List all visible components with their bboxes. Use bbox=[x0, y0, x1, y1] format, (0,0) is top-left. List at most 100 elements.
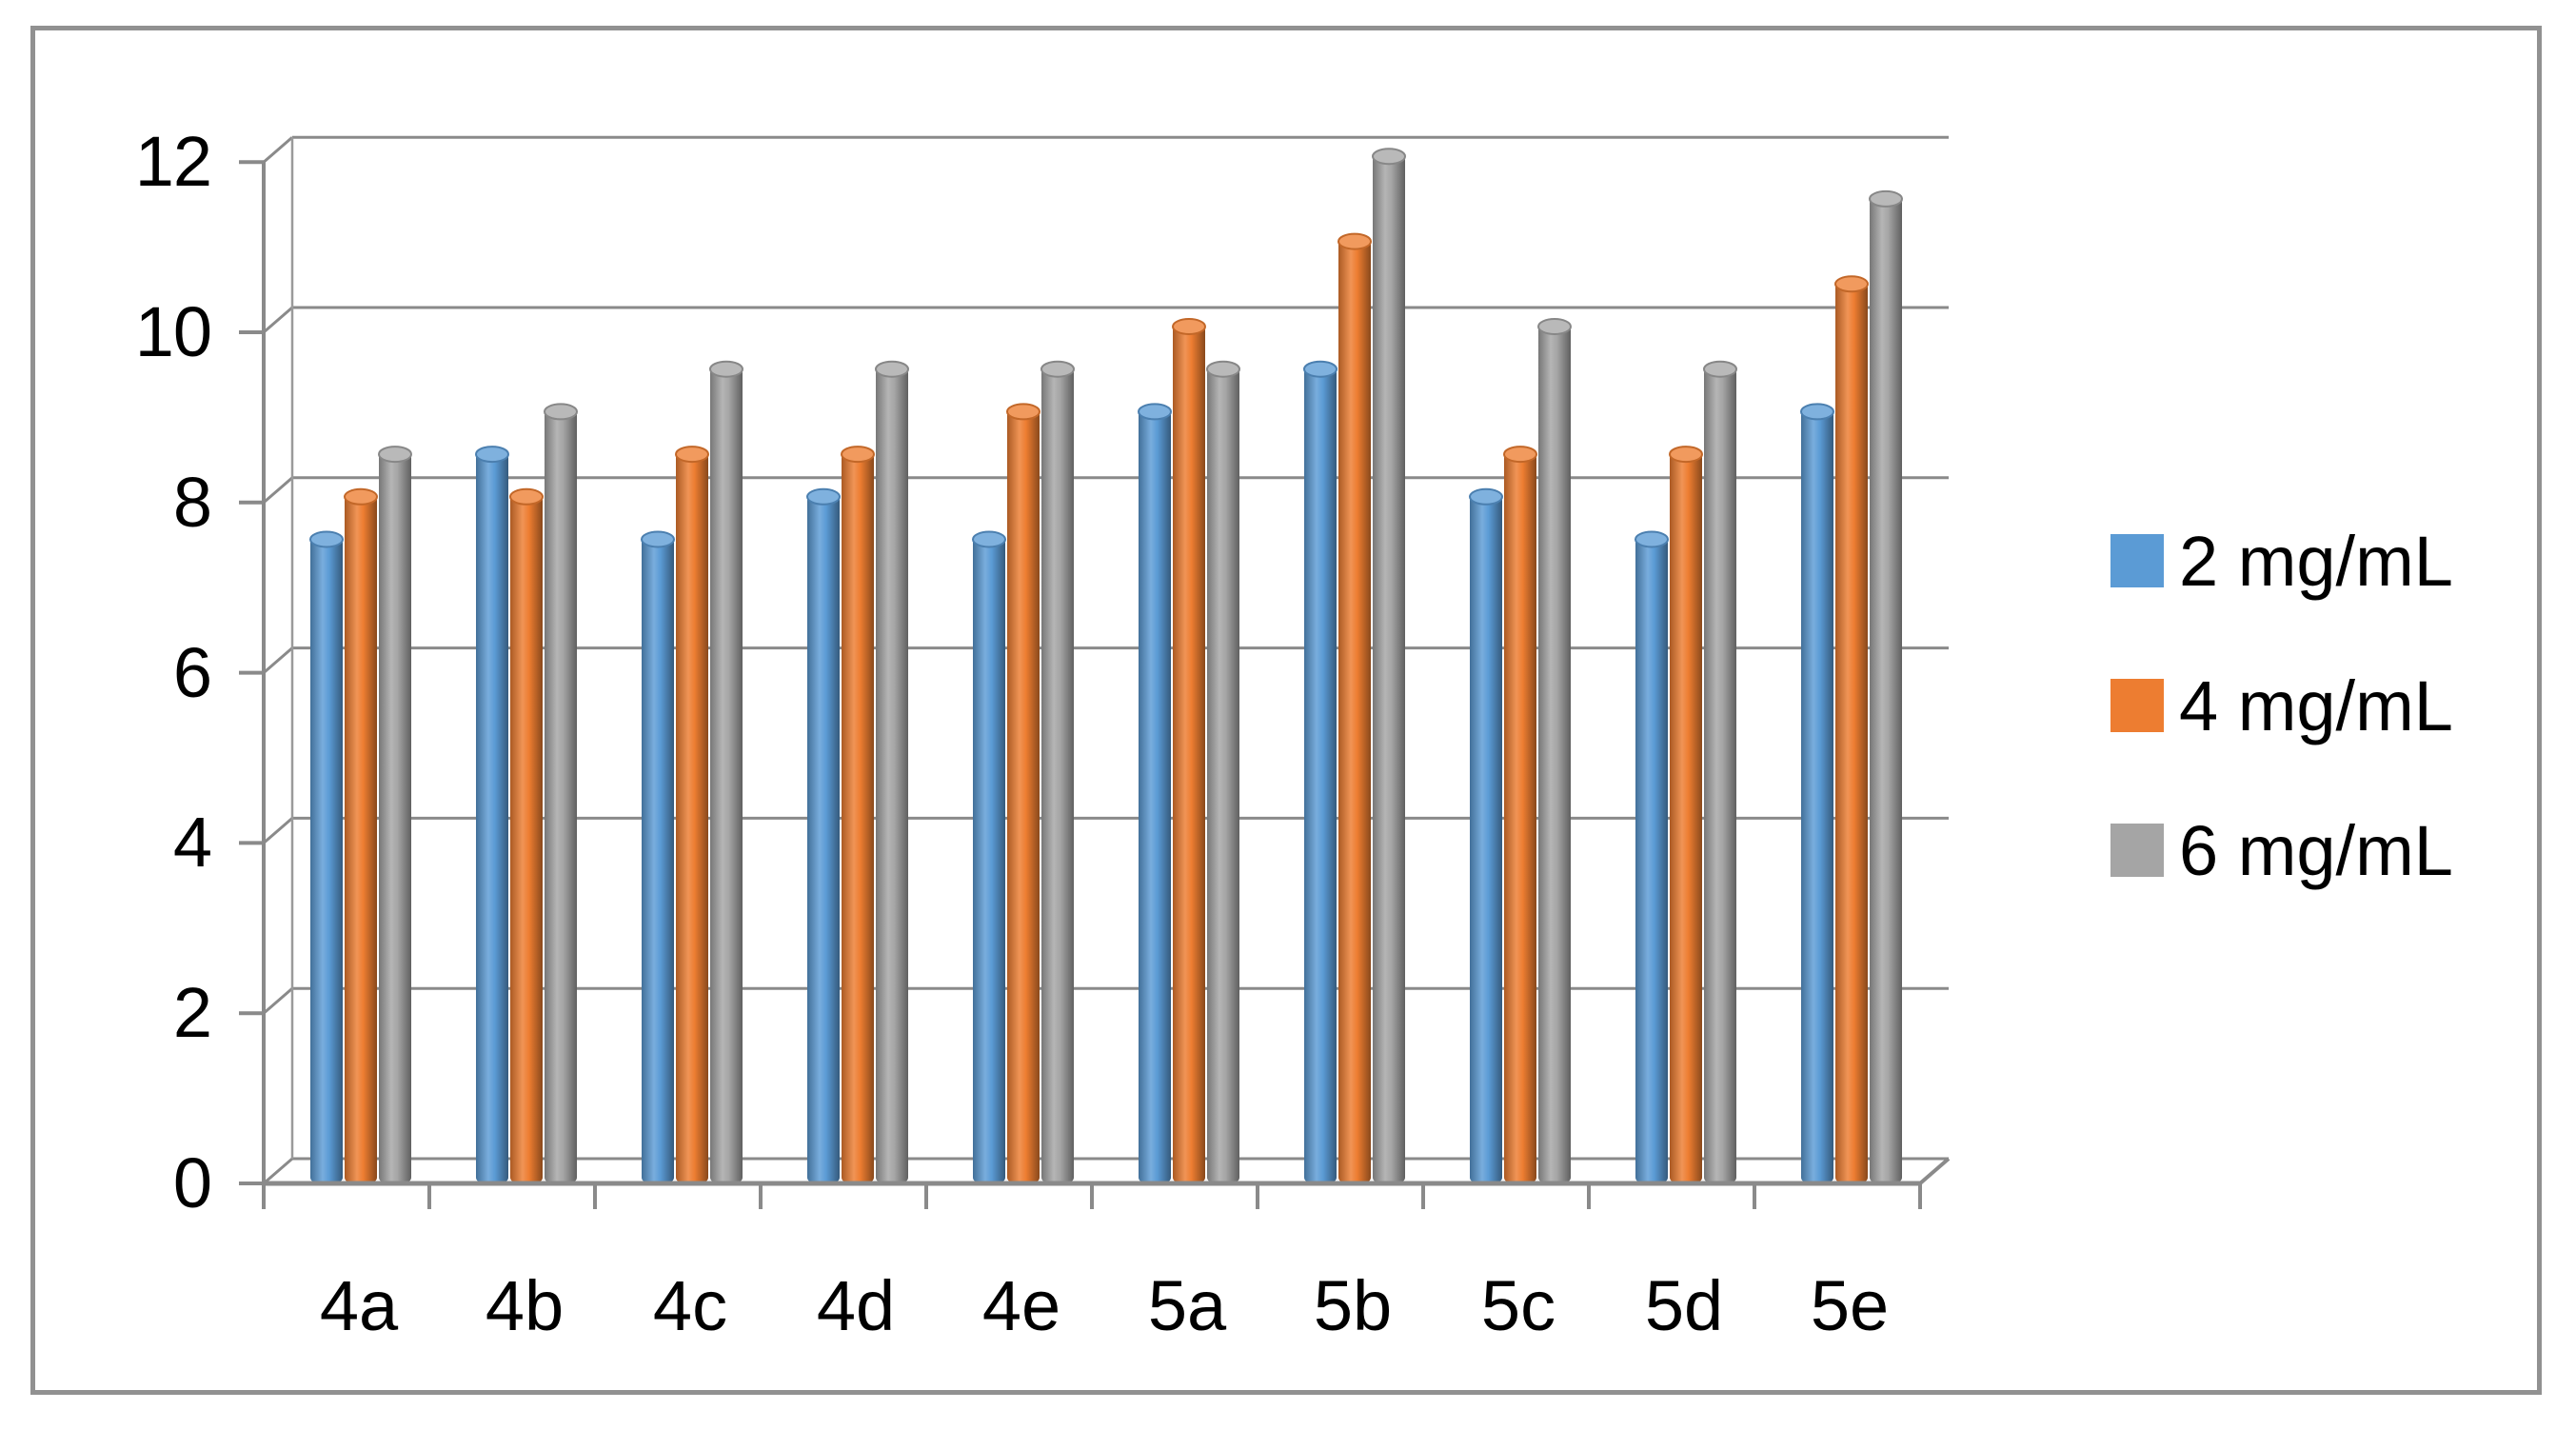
bar-top bbox=[1869, 189, 1903, 208]
bar-body bbox=[676, 454, 708, 1186]
bar-cylinder bbox=[709, 360, 743, 1185]
bar-cylinder bbox=[1537, 318, 1572, 1185]
bar-cylinder bbox=[1303, 360, 1338, 1185]
bar-cylinder bbox=[1172, 318, 1206, 1185]
bar-body bbox=[1835, 284, 1868, 1185]
bar-top bbox=[972, 530, 1006, 548]
bar-body bbox=[642, 539, 674, 1185]
bar-body bbox=[545, 411, 577, 1185]
bar-body bbox=[1670, 454, 1702, 1186]
legend-swatch-4mgml bbox=[2110, 679, 2164, 732]
x-axis-category-label: 4a bbox=[319, 1266, 399, 1345]
bar-body bbox=[1041, 368, 1074, 1185]
bar-top bbox=[1537, 318, 1572, 335]
bar-top bbox=[475, 446, 509, 464]
bar-cylinder bbox=[544, 403, 578, 1185]
bar-body bbox=[1870, 198, 1902, 1185]
bar-top bbox=[1669, 446, 1703, 464]
legend-label: 4 mg/mL bbox=[2179, 665, 2453, 745]
bar-top bbox=[1703, 360, 1737, 378]
bar-cylinder bbox=[475, 446, 509, 1186]
x-axis-category-label: 5a bbox=[1147, 1266, 1227, 1345]
legend-label: 6 mg/mL bbox=[2179, 810, 2453, 890]
bar-top bbox=[344, 487, 378, 506]
bar-top bbox=[709, 360, 743, 378]
bar-cylinder bbox=[309, 530, 344, 1185]
gridline-bend bbox=[263, 136, 293, 164]
x-axis-category-label: 4d bbox=[816, 1266, 896, 1345]
bar-cylinder bbox=[1138, 403, 1172, 1185]
y-axis-tick-label: 2 bbox=[172, 973, 212, 1053]
bar-body bbox=[1338, 241, 1371, 1186]
gridline-bend bbox=[263, 646, 293, 674]
bar-top bbox=[1303, 360, 1338, 378]
bar-body bbox=[710, 368, 743, 1185]
bar-top bbox=[309, 530, 344, 548]
legend-item: 4 mg/mL bbox=[2110, 660, 2453, 751]
bar-cylinder bbox=[972, 530, 1006, 1185]
bar-cylinder bbox=[1040, 360, 1075, 1185]
gridline-bend bbox=[263, 306, 293, 334]
bar-body bbox=[1007, 411, 1040, 1185]
bar-body bbox=[876, 368, 908, 1185]
legend-item: 6 mg/mL bbox=[2110, 804, 2453, 896]
legend-label: 2 mg/mL bbox=[2179, 521, 2453, 601]
legend-swatch-2mgml bbox=[2110, 534, 2164, 587]
bar-cylinder bbox=[344, 487, 378, 1185]
bar-cylinder bbox=[1006, 403, 1040, 1185]
legend: 2 mg/mL 4 mg/mL 6 mg/mL bbox=[2110, 515, 2453, 896]
bar-body bbox=[842, 454, 874, 1186]
bar-body bbox=[1801, 411, 1833, 1185]
bar-cylinder bbox=[1469, 487, 1503, 1185]
bar-body bbox=[1304, 368, 1337, 1185]
bar-cylinder bbox=[1834, 275, 1869, 1185]
bar-body bbox=[345, 496, 377, 1185]
bar-top bbox=[1006, 403, 1040, 421]
bar-cylinder bbox=[509, 487, 544, 1185]
bar-top bbox=[1338, 232, 1372, 250]
bar-cylinder bbox=[875, 360, 909, 1185]
gridline-bend bbox=[263, 987, 293, 1015]
bar-cylinder bbox=[1338, 232, 1372, 1186]
bar-body bbox=[1207, 368, 1239, 1185]
bar-body bbox=[379, 454, 411, 1186]
bar-body bbox=[1373, 156, 1405, 1186]
bar-top bbox=[1635, 530, 1669, 548]
bar-body bbox=[1538, 327, 1571, 1185]
bar-top bbox=[1834, 275, 1869, 293]
bar-cylinder bbox=[1635, 530, 1669, 1185]
bar-cylinder bbox=[1869, 189, 1903, 1185]
bar-top bbox=[1206, 360, 1240, 378]
bar-top bbox=[1138, 403, 1172, 421]
bar-top bbox=[841, 446, 875, 464]
bar-top bbox=[378, 446, 412, 464]
bar-body bbox=[1139, 411, 1171, 1185]
bar-body bbox=[1173, 327, 1205, 1185]
x-axis-category-label: 5e bbox=[1810, 1266, 1890, 1345]
y-axis-tick-label: 4 bbox=[172, 803, 212, 883]
bar-body bbox=[973, 539, 1005, 1185]
gridline-bend bbox=[263, 476, 293, 504]
bar-body bbox=[510, 496, 543, 1185]
bar-top bbox=[1469, 487, 1503, 506]
legend-item: 2 mg/mL bbox=[2110, 515, 2453, 606]
bar-cylinder bbox=[841, 446, 875, 1186]
bar-top bbox=[641, 530, 675, 548]
y-axis-tick-label: 6 bbox=[172, 632, 212, 712]
bar-top bbox=[1040, 360, 1075, 378]
bar-cylinder bbox=[1206, 360, 1240, 1185]
bar-body bbox=[310, 539, 343, 1185]
x-axis-category-label: 4c bbox=[652, 1266, 728, 1345]
bar-top bbox=[509, 487, 544, 506]
bar-cylinder bbox=[1372, 148, 1406, 1186]
bar-top bbox=[875, 360, 909, 378]
x-axis-category-label: 5d bbox=[1644, 1266, 1724, 1345]
bar-cylinder bbox=[1703, 360, 1737, 1185]
bar-top bbox=[1800, 403, 1834, 421]
y-axis-tick-label: 0 bbox=[172, 1143, 212, 1222]
bar-body bbox=[1470, 496, 1502, 1185]
y-axis-tick-label: 10 bbox=[134, 292, 212, 371]
bar-top bbox=[544, 403, 578, 421]
bar-cylinder bbox=[1503, 446, 1537, 1186]
